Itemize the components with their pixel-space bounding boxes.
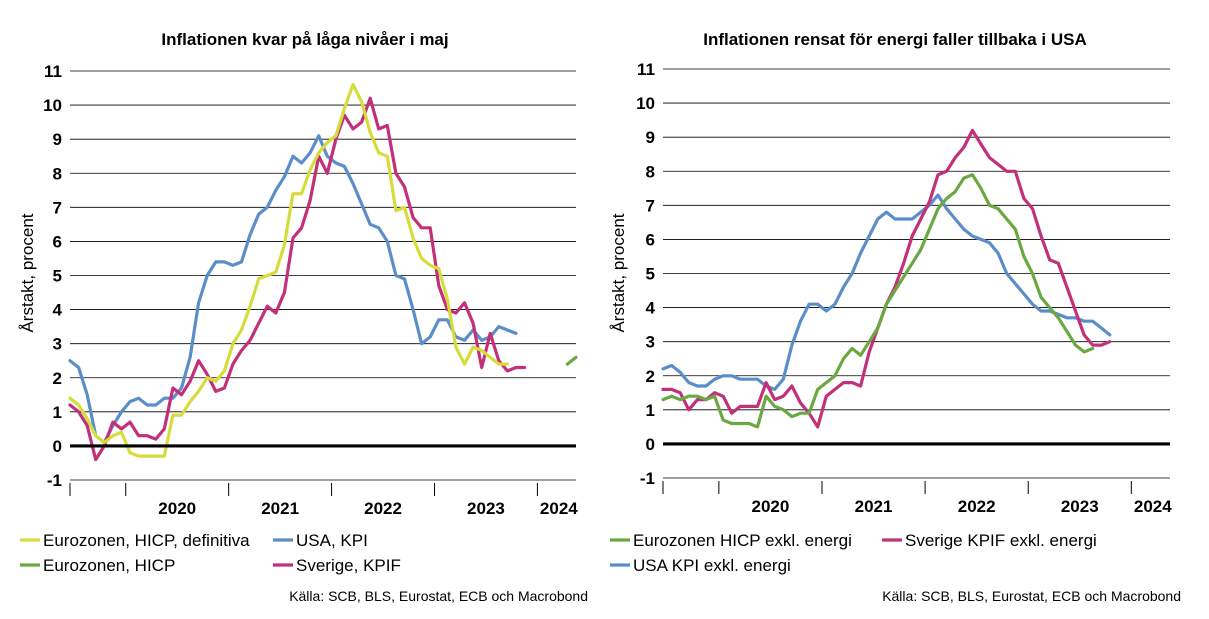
right-y-tick-label: 11 (637, 60, 655, 79)
right-y-tick-label: 7 (646, 196, 655, 215)
left-series-line-3 (565, 355, 578, 366)
right-chart: Inflationen rensat för energi faller til… (609, 30, 1181, 604)
right-y-tick-label: 3 (646, 333, 655, 352)
right-series-line-0 (661, 193, 1112, 391)
right-chart-source: Källa: SCB, BLS, Eurostat, ECB och Macro… (882, 588, 1181, 604)
right-y-tick-label: 1 (646, 401, 655, 420)
right-series-line-2 (661, 173, 1095, 429)
left-chart-title: Inflationen kvar på låga nivåer i maj (161, 30, 448, 49)
right-legend-label: USA KPI exkl. energi (633, 556, 791, 575)
left-y-tick-label: 5 (53, 267, 62, 286)
left-x-tick-label: 2020 (158, 499, 196, 518)
right-y-tick-label: 9 (646, 128, 655, 147)
right-x-tick-label: 2024 (1134, 497, 1172, 516)
left-y-tick-label: 10 (43, 96, 62, 115)
left-series-line-0 (68, 134, 518, 445)
left-y-tick-label: 7 (53, 198, 62, 217)
right-x-tick-label: 2020 (752, 497, 790, 516)
right-y-tick-label: 5 (646, 265, 655, 284)
left-legend-label: Eurozonen, HICP (43, 556, 175, 575)
left-y-tick-label: -1 (47, 471, 62, 490)
left-legend-label: Sverige, KPIF (296, 556, 401, 575)
left-y-tick-label: 4 (53, 301, 63, 320)
left-chart-y-axis-label: Årstakt, procent (18, 213, 37, 332)
right-y-tick-label: 2 (646, 367, 655, 386)
left-x-tick-label: 2021 (261, 499, 299, 518)
right-y-tick-label: -1 (640, 469, 655, 488)
right-x-tick-label: 2021 (855, 497, 893, 516)
right-series-line-1 (661, 128, 1112, 429)
left-y-tick-label: 8 (53, 164, 62, 183)
left-y-tick-label: 2 (53, 369, 62, 388)
right-y-tick-label: 0 (646, 435, 655, 454)
right-legend-label: Eurozonen HICP exkl. energi (633, 531, 852, 550)
left-y-tick-label: 11 (44, 62, 62, 81)
right-y-tick-label: 10 (636, 94, 655, 113)
left-series-line-2 (68, 82, 509, 458)
left-x-tick-label: 2024 (540, 499, 578, 518)
right-y-tick-label: 6 (646, 230, 655, 249)
right-x-tick-label: 2022 (958, 497, 996, 516)
left-chart: Inflationen kvar på låga nivåer i maj År… (18, 30, 588, 604)
left-series-line-1 (68, 96, 527, 462)
left-y-tick-label: 9 (53, 130, 62, 149)
left-legend-label: Eurozonen, HICP, definitiva (43, 531, 250, 550)
left-x-tick-label: 2023 (467, 499, 505, 518)
left-y-tick-label: 6 (53, 232, 62, 251)
left-x-tick-label: 2022 (364, 499, 402, 518)
left-y-tick-label: 1 (53, 403, 62, 422)
right-legend-label: Sverige KPIF exkl. energi (905, 531, 1097, 550)
right-y-tick-label: 8 (646, 162, 655, 181)
left-legend-label: USA, KPI (296, 531, 368, 550)
left-chart-source: Källa: SCB, BLS, Eurostat, ECB och Macro… (289, 588, 588, 604)
right-chart-y-axis-label: Årstakt, procent (609, 213, 628, 332)
right-y-tick-label: 4 (646, 299, 656, 318)
left-y-tick-label: 0 (53, 437, 62, 456)
right-chart-title: Inflationen rensat för energi faller til… (703, 30, 1087, 49)
left-y-tick-label: 3 (53, 335, 62, 354)
right-x-tick-label: 2023 (1061, 497, 1099, 516)
